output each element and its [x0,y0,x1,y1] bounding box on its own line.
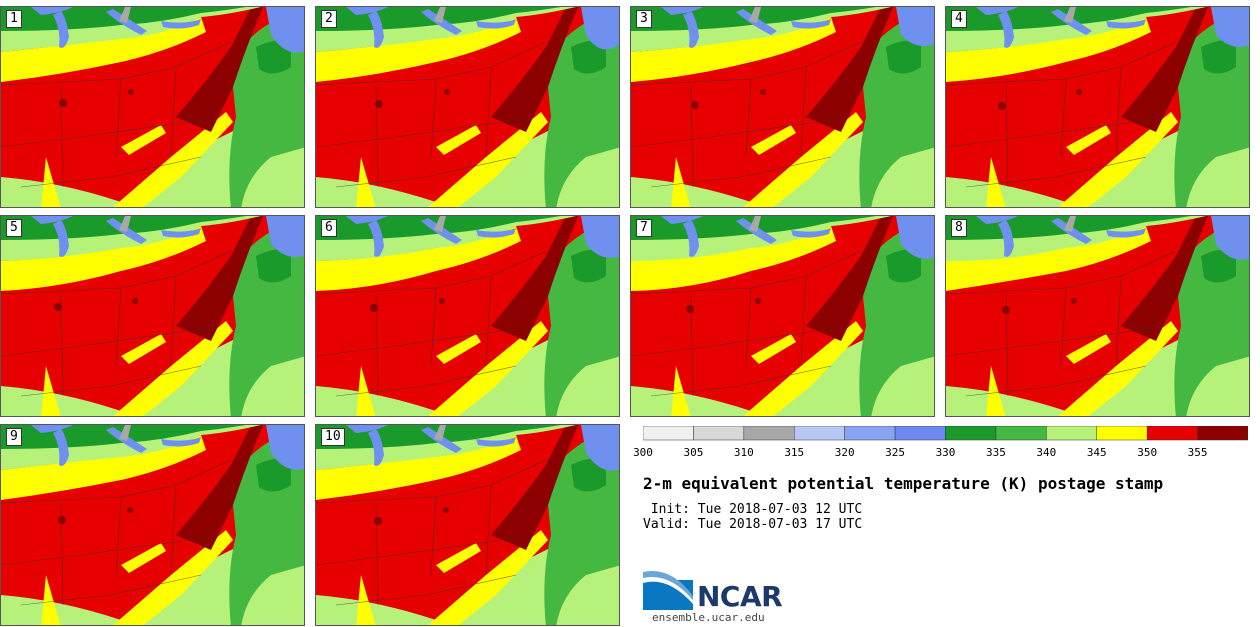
panel-label: 7 [636,219,652,237]
colorbar-segment [945,426,997,441]
colorbar-tick-label: 300 [633,446,653,459]
colorbar-tick-label: 330 [935,446,956,459]
colorbar [643,426,1248,441]
init-time: Init: Tue 2018-07-03 12 UTC [643,502,863,517]
colorbar-segment [1096,426,1148,441]
ncar-logo-text: NCAR [697,580,783,613]
colorbar-segment [743,426,795,441]
valid-time: Valid: Tue 2018-07-03 17 UTC [643,517,863,532]
colorbar-tick-label: 315 [784,446,805,459]
colorbar-tick-label: 310 [733,446,754,459]
website-url[interactable]: ensemble.ucar.edu [652,611,765,624]
colorbar-segment [1146,426,1198,441]
panel-label: 2 [321,10,337,28]
colorbar-segment [794,426,845,441]
panel-label: 10 [321,428,345,446]
panel-label: 9 [6,428,22,446]
map-panel-10: 10 [315,424,620,626]
map-panel-7: 7 [630,215,935,417]
map-panel-2: 2 [315,6,620,208]
colorbar-segment [1046,426,1098,441]
colorbar-tick-label: 325 [885,446,906,459]
colorbar-tick-label: 340 [1036,446,1057,459]
colorbar-tick-label: 355 [1187,446,1208,459]
colorbar-segment [1197,426,1248,441]
colorbar-tick-label: 350 [1137,446,1158,459]
colorbar-segment [894,426,946,441]
map-panel-6: 6 [315,215,620,417]
colorbar-tick-label: 335 [985,446,1006,459]
colorbar-segment [643,426,694,441]
colorbar-segment [693,426,745,441]
map-panel-8: 8 [945,215,1250,417]
panel-label: 5 [6,219,22,237]
panel-label: 8 [951,219,967,237]
map-panel-3: 3 [630,6,935,208]
map-panel-5: 5 [0,215,305,417]
map-panel-9: 9 [0,424,305,626]
panel-label: 3 [636,10,652,28]
map-panel-4: 4 [945,6,1250,208]
ncar-logo-icon [643,571,693,610]
map-panel-1: 1 [0,6,305,208]
colorbar-segment [995,426,1047,441]
plot-title: 2-m equivalent potential temperature (K)… [643,474,1164,493]
colorbar-segment [844,426,896,441]
panel-label: 4 [951,10,967,28]
panel-label: 1 [6,10,22,28]
colorbar-tick-label: 320 [834,446,855,459]
panel-label: 6 [321,219,337,237]
colorbar-tick-label: 305 [683,446,704,459]
colorbar-tick-label: 345 [1086,446,1107,459]
